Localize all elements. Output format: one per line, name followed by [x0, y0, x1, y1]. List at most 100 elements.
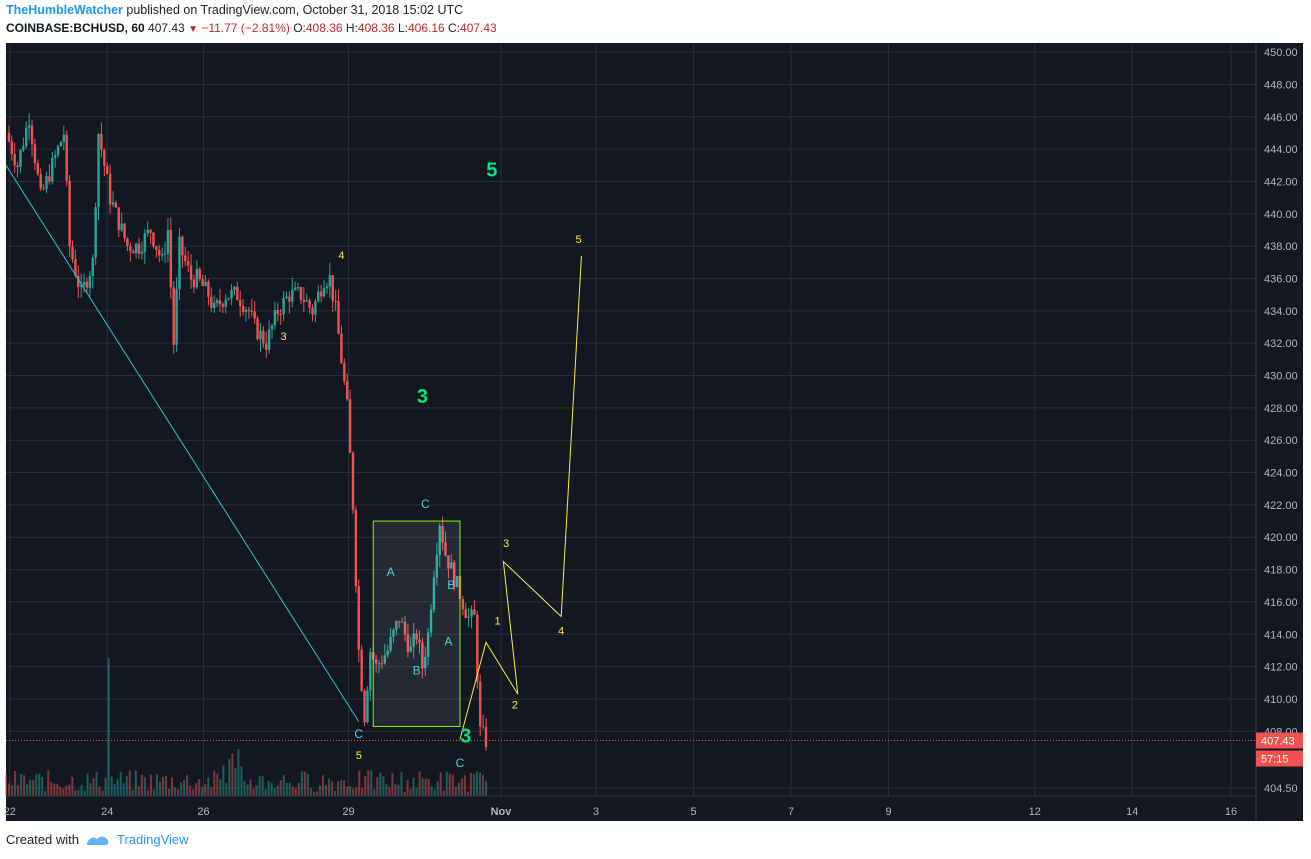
- candle-body: [210, 296, 213, 308]
- candle-body: [178, 236, 181, 290]
- correction-box: [372, 520, 461, 727]
- y-tick-label: 448.00: [1264, 79, 1298, 91]
- candle-body: [380, 663, 384, 665]
- candle-body: [322, 288, 326, 297]
- candle-body: [473, 609, 476, 615]
- candle-body: [48, 176, 51, 182]
- y-tick-label: 436.00: [1264, 273, 1298, 285]
- candle-body: [51, 157, 54, 182]
- candle-body: [305, 300, 308, 302]
- volume-bar: [346, 786, 349, 796]
- volume-bar: [152, 789, 155, 796]
- y-tick-label: 432.00: [1264, 338, 1298, 350]
- volume-bar: [17, 785, 20, 796]
- volume-bar: [101, 790, 104, 796]
- volume-bar: [273, 787, 276, 796]
- candle-body: [163, 253, 167, 255]
- volume-bar: [165, 775, 167, 796]
- volume-bar: [146, 789, 149, 796]
- volume-bar: [29, 779, 32, 796]
- volume-bar: [343, 780, 346, 796]
- volume-bar: [104, 777, 107, 796]
- candle-body: [7, 132, 11, 142]
- candle-body: [10, 141, 13, 155]
- volume-bar: [128, 770, 131, 796]
- volume-bar: [442, 790, 445, 796]
- volume-bar: [403, 791, 406, 796]
- volume-bar: [74, 790, 77, 796]
- candle-body: [25, 127, 28, 147]
- volume-bar: [451, 774, 454, 796]
- y-tick-label: 426.00: [1264, 435, 1298, 447]
- volume-bar: [50, 781, 53, 796]
- candle-body: [16, 165, 19, 168]
- candle-body: [74, 259, 77, 276]
- candle-body: [366, 690, 369, 723]
- volume-bar: [243, 781, 246, 796]
- wave-label-major: 3: [417, 386, 428, 408]
- volume-bar: [409, 788, 412, 796]
- price-axis[interactable]: 404.50408.00410.00412.00414.00416.00418.…: [1255, 43, 1303, 821]
- volume-bar: [98, 786, 101, 796]
- candle-body: [140, 251, 144, 254]
- candle-body: [447, 555, 450, 569]
- volume-bar: [26, 784, 29, 796]
- volume-bar: [113, 784, 116, 796]
- volume-bar: [469, 772, 472, 796]
- candle-body: [36, 163, 40, 175]
- candle-body: [444, 542, 447, 556]
- volume-bar: [436, 781, 439, 796]
- volume-bar: [264, 789, 267, 796]
- volume-bar: [463, 775, 466, 796]
- candle-body: [94, 207, 97, 258]
- candle-body: [33, 144, 37, 164]
- y-tick-label: 444.00: [1264, 144, 1298, 156]
- candle-body: [250, 310, 253, 312]
- correction-label: A: [387, 565, 395, 579]
- x-tick-label: 24: [101, 806, 113, 818]
- correction-label: B: [413, 664, 421, 678]
- candle-body: [374, 659, 378, 664]
- volume-bar: [379, 772, 382, 796]
- candle-body: [308, 300, 311, 308]
- time-axis[interactable]: 22 24 26 29 Nov 3 5 7 9 12 14 16: [4, 795, 1256, 818]
- candle-body: [123, 223, 126, 239]
- candle-body: [259, 330, 262, 340]
- volume-bar: [472, 773, 475, 796]
- candle-body: [149, 229, 152, 233]
- volume-bar: [213, 770, 216, 796]
- candle-body: [143, 233, 146, 252]
- volume-bar: [334, 790, 337, 796]
- candle-body: [279, 314, 282, 316]
- candle-body: [282, 298, 285, 315]
- volume-bar: [448, 773, 451, 796]
- volume-bar: [240, 766, 243, 796]
- candle-body: [319, 291, 323, 297]
- candle-body: [221, 304, 225, 307]
- volume-bar: [364, 776, 367, 796]
- candle-body: [253, 311, 256, 319]
- volume-bar: [373, 789, 376, 796]
- x-tick-label: 7: [788, 806, 794, 818]
- volume-bar: [466, 791, 469, 796]
- volume-bar: [427, 778, 430, 796]
- candle-body: [97, 134, 100, 208]
- candle-body: [152, 232, 155, 247]
- volume-bar: [352, 788, 355, 796]
- volume-bar: [71, 776, 74, 796]
- volume-bar: [276, 785, 279, 796]
- candle-body: [331, 275, 334, 302]
- author-name[interactable]: TheHumbleWatcher: [6, 3, 123, 17]
- candle-body: [470, 609, 473, 617]
- candle-body: [418, 639, 421, 643]
- candle-body: [100, 134, 103, 150]
- tradingview-brand[interactable]: TradingView: [116, 832, 189, 847]
- candle-body: [241, 305, 245, 312]
- candle-body: [117, 207, 120, 231]
- volume-bar: [92, 778, 95, 796]
- candle-body: [62, 134, 66, 142]
- volume-bar: [35, 774, 38, 796]
- tradingview-logo-icon: [86, 836, 109, 845]
- volume-bar: [430, 786, 433, 796]
